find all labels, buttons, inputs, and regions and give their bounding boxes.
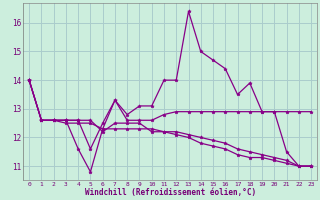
X-axis label: Windchill (Refroidissement éolien,°C): Windchill (Refroidissement éolien,°C) <box>84 188 256 197</box>
